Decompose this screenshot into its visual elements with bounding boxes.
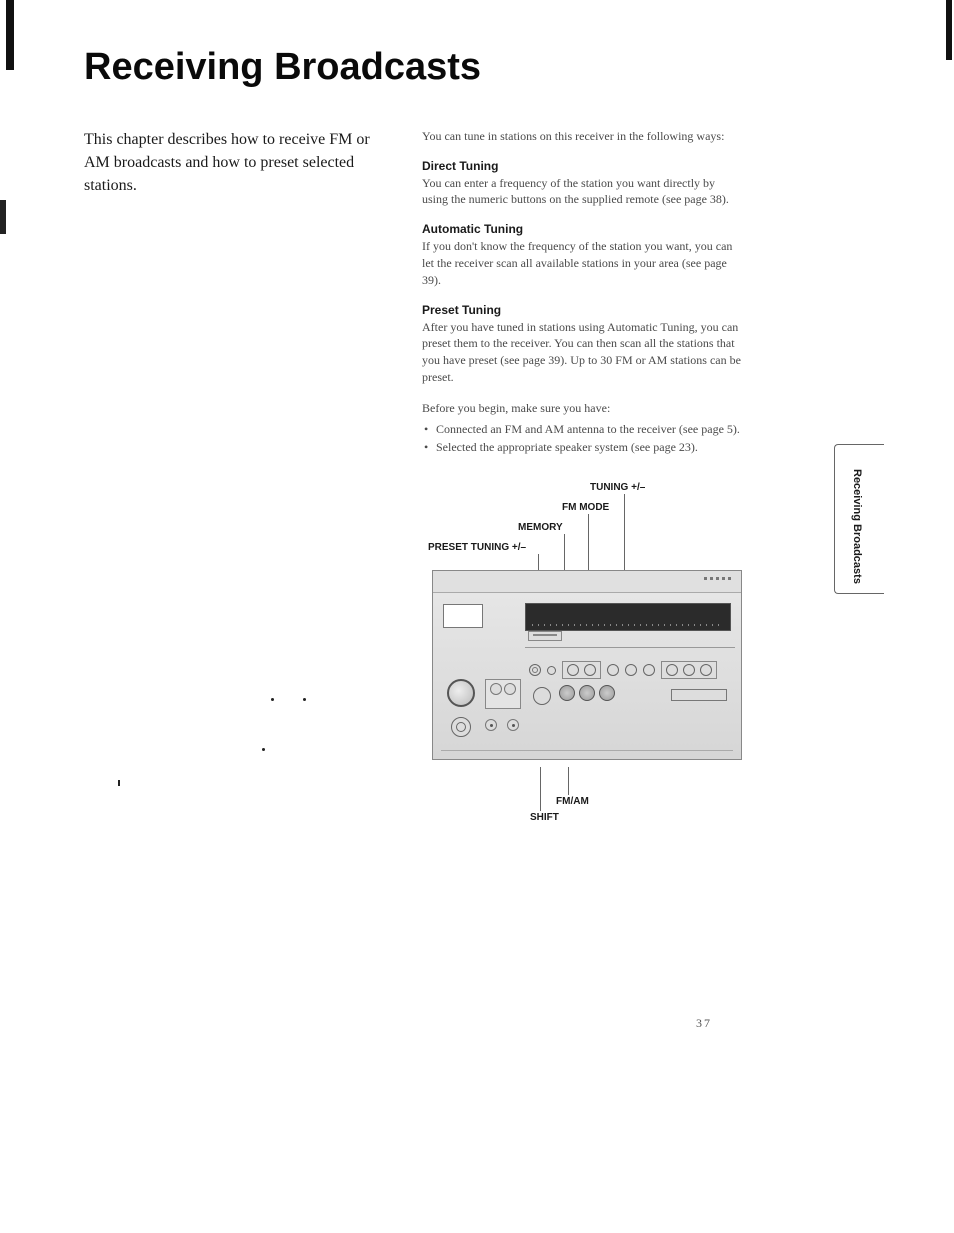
main-dial-icon xyxy=(447,679,475,707)
section-preset-tuning: Preset Tuning After you have tuned in st… xyxy=(422,303,742,386)
before-you-begin: Before you begin, make sure you have: xyxy=(422,400,742,417)
knob-icon xyxy=(547,666,556,675)
manual-page: Receiving Broadcasts This chapter descri… xyxy=(0,0,954,860)
main-display xyxy=(525,603,731,631)
section-body: If you don't know the frequency of the s… xyxy=(422,238,742,288)
knob-icon xyxy=(625,664,637,676)
receiver-diagram: TUNING +/– FM MODE MEMORY PRESET TUNING +/– xyxy=(422,482,752,820)
receiver-top-panel xyxy=(433,571,741,593)
button-group xyxy=(661,661,717,679)
right-column: You can tune in stations on this receive… xyxy=(422,128,742,820)
callout-label: FM/AM xyxy=(556,796,589,807)
knob-icon xyxy=(683,664,695,676)
callouts-bottom: FM/AM SHIFT xyxy=(422,760,752,820)
list-item: Connected an FM and AM antenna to the re… xyxy=(422,421,742,438)
knob-icon xyxy=(584,664,596,676)
section-direct-tuning: Direct Tuning You can enter a frequency … xyxy=(422,159,742,209)
section-body: After you have tuned in stations using A… xyxy=(422,319,742,386)
lead-text: You can tune in stations on this receive… xyxy=(422,128,742,145)
vent-dots xyxy=(704,577,731,580)
section-automatic-tuning: Automatic Tuning If you don't know the f… xyxy=(422,222,742,288)
prerequisite-list: Connected an FM and AM antenna to the re… xyxy=(422,421,742,457)
knob-icon xyxy=(607,664,619,676)
chapter-tab-label: Receiving Broadcasts xyxy=(851,469,863,584)
callouts-top: TUNING +/– FM MODE MEMORY PRESET TUNING +/– xyxy=(422,482,752,570)
button-row xyxy=(529,661,717,679)
chapter-intro: This chapter describes how to receive FM… xyxy=(84,128,374,198)
receiver-illustration xyxy=(432,570,742,760)
button-group xyxy=(562,661,601,679)
callout-label: SHIFT xyxy=(530,812,559,823)
callout-label: TUNING +/– xyxy=(590,482,645,493)
left-column: This chapter describes how to receive FM… xyxy=(84,128,374,820)
section-heading: Preset Tuning xyxy=(422,303,742,317)
section-heading: Automatic Tuning xyxy=(422,222,742,236)
two-column-layout: This chapter describes how to receive FM… xyxy=(84,128,874,820)
list-item: Selected the appropriate speaker system … xyxy=(422,439,742,456)
small-display xyxy=(443,604,483,628)
knob-trio xyxy=(559,685,615,701)
section-heading: Direct Tuning xyxy=(422,159,742,173)
bottom-line xyxy=(441,750,733,751)
page-title: Receiving Broadcasts xyxy=(84,48,874,88)
jack-icon xyxy=(533,687,551,705)
callout-label: FM MODE xyxy=(562,502,609,513)
separator-line xyxy=(525,647,735,648)
knob-icon xyxy=(700,664,712,676)
right-panel xyxy=(671,689,727,701)
volume-slider xyxy=(528,631,562,641)
knob-icon xyxy=(666,664,678,676)
power-button-icon xyxy=(451,717,471,737)
knob-icon xyxy=(529,664,541,676)
section-body: You can enter a frequency of the station… xyxy=(422,175,742,209)
knob-icon xyxy=(567,664,579,676)
sub-knobs xyxy=(485,719,519,731)
knob-icon xyxy=(643,664,655,676)
twin-knob-panel xyxy=(485,679,521,709)
chapter-tab: Receiving Broadcasts xyxy=(834,444,884,594)
callout-label: PRESET TUNING +/– xyxy=(428,542,526,553)
callout-label: MEMORY xyxy=(518,522,563,533)
page-number: 37 xyxy=(696,1016,712,1031)
